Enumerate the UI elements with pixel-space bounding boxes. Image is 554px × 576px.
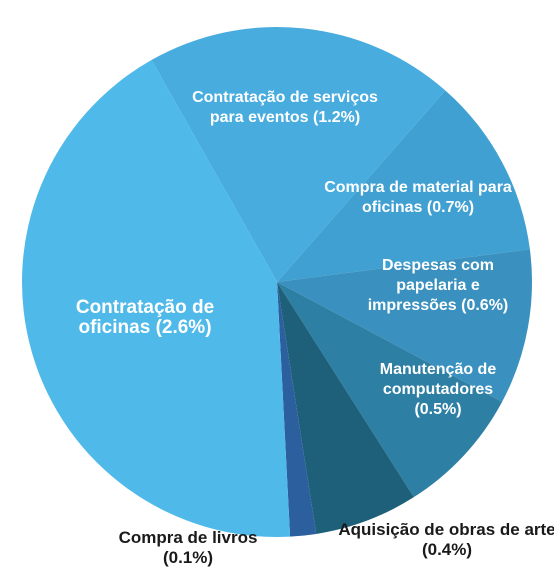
value-label: (2.6%)	[155, 317, 212, 338]
pie-slice	[277, 249, 532, 402]
category-label: Compra de livros	[118, 528, 258, 547]
pie-slice	[277, 282, 503, 498]
value-label: (0.1%)	[162, 548, 214, 567]
slice-label: Compra de livros (0.1%)	[118, 528, 258, 568]
value-label: (0.4%)	[421, 540, 473, 559]
slice-label: Manutenção de computadores (0.5%)	[363, 360, 513, 420]
category-label: Manutenção de computadores	[379, 361, 497, 398]
slice-label: Despesas com papelaria e impressões (0.6…	[363, 256, 513, 316]
pie-slice	[277, 282, 317, 537]
pie-slice	[21, 60, 291, 537]
pie-slice	[277, 90, 530, 282]
category-label: Aquisição de obras de arte	[338, 520, 554, 539]
category-label: Compra de material para oficinas	[324, 179, 512, 216]
pie-slice	[151, 27, 446, 283]
slice-label: Compra de material para oficinas (0.7%)	[323, 178, 513, 218]
value-label: (1.2%)	[313, 109, 361, 126]
slice-label: Contratação de oficinas (2.6%)	[45, 298, 245, 338]
slice-label: Aquisição de obras de arte (0.4%)	[337, 520, 554, 560]
slice-label: Contratação de serviços para eventos (1.…	[185, 88, 385, 128]
category-label: Despesas com papelaria e impressões	[367, 257, 495, 314]
category-label: Contratação de oficinas	[75, 297, 215, 338]
pie-slice	[277, 282, 414, 534]
value-label: (0.7%)	[426, 199, 475, 216]
value-label: (0.6%)	[461, 297, 509, 314]
category-label: Contratação de serviços para eventos	[192, 89, 378, 126]
value-label: (0.5%)	[414, 401, 462, 418]
